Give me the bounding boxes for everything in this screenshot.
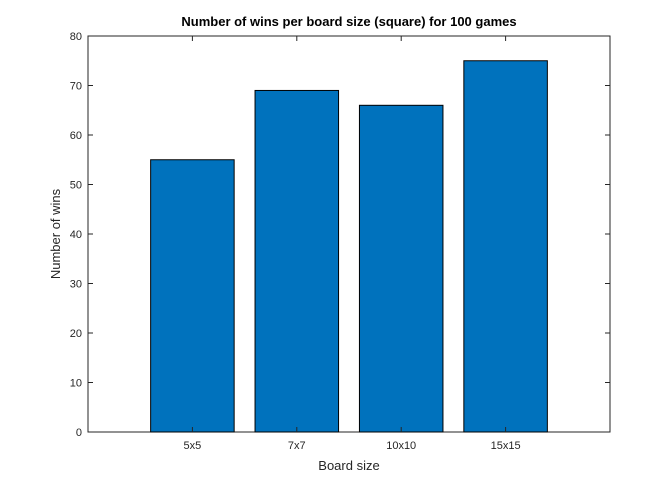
y-tick-label: 30 (70, 279, 82, 291)
bar-7x7 (254, 89, 340, 433)
x-tick-label: 10x10 (386, 440, 416, 452)
x-tick-label: 15x15 (491, 440, 521, 452)
chart-title: Number of wins per board size (square) f… (181, 14, 516, 29)
bars-layer (150, 60, 548, 433)
y-tick-label: 70 (70, 81, 82, 93)
y-tick-label: 40 (70, 229, 82, 241)
bar-15x15 (463, 60, 548, 433)
x-axis: 5x5 7x7 10x10 15x15 (184, 36, 521, 452)
y-tick-label: 50 (70, 180, 82, 192)
y-tick-label: 10 (70, 378, 82, 390)
bar-5x5 (150, 159, 235, 433)
y-tick-label: 0 (76, 427, 82, 439)
y-axis-label: Number of wins (48, 188, 63, 279)
y-tick-label: 20 (70, 328, 82, 340)
y-axis: 0 10 20 30 40 50 60 70 80 (70, 31, 610, 439)
y-tick-label: 60 (70, 130, 82, 142)
bar-10x10 (358, 104, 444, 433)
x-tick-label: 5x5 (184, 440, 202, 452)
x-axis-label: Board size (318, 458, 379, 473)
y-tick-label: 80 (70, 31, 82, 43)
x-tick-label: 7x7 (288, 440, 306, 452)
